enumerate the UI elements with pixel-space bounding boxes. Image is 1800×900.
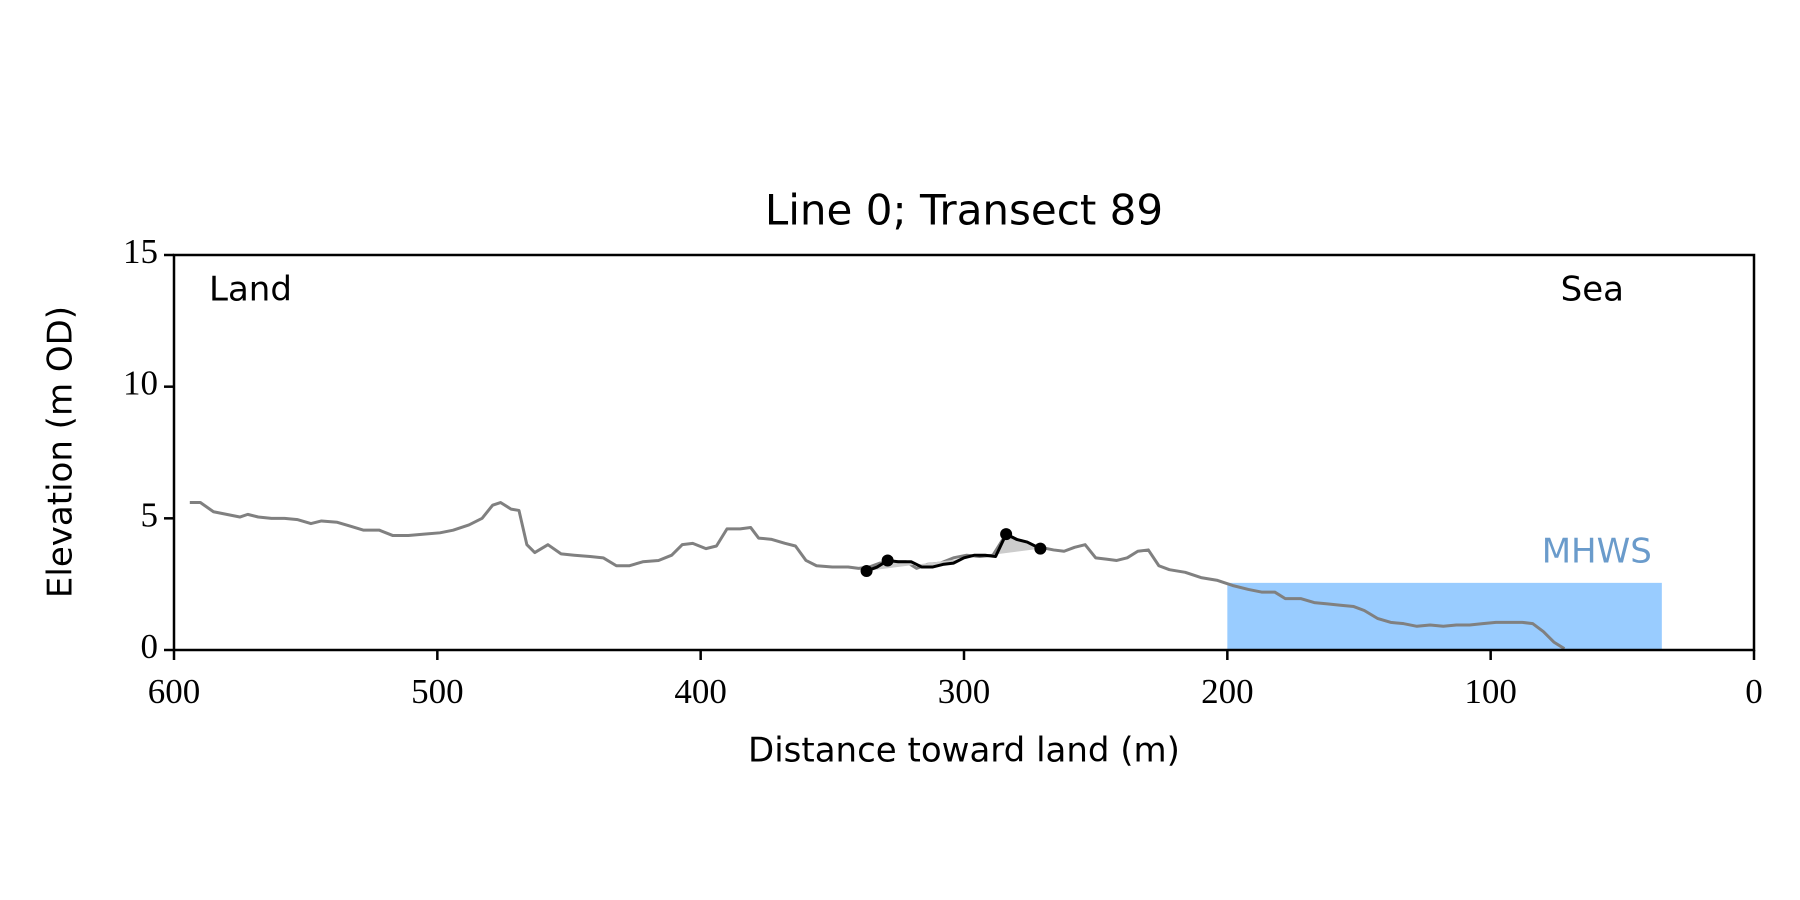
x-tick-label: 200 xyxy=(1201,672,1254,711)
y-tick-label: 15 xyxy=(123,232,158,271)
x-tick-label: 100 xyxy=(1464,672,1517,711)
mhws-area xyxy=(1227,582,1662,650)
x-tick-label: 600 xyxy=(148,672,201,711)
point xyxy=(1034,542,1047,555)
y-tick-label: 0 xyxy=(141,627,159,666)
point xyxy=(881,554,894,567)
x-tick-label: 500 xyxy=(411,672,464,711)
y-tick-label: 10 xyxy=(123,364,158,403)
x-tick-label: 300 xyxy=(938,672,991,711)
point xyxy=(860,565,873,577)
point xyxy=(1000,528,1013,541)
x-tick-label: 400 xyxy=(674,672,727,711)
mhws-label: MHWS xyxy=(1542,531,1652,571)
y-axis-label: Elevation (m OD) xyxy=(41,306,81,598)
x-tick-label: 0 xyxy=(1745,672,1763,711)
annotation: Land xyxy=(209,270,292,310)
annotation: Sea xyxy=(1561,270,1624,310)
x-axis-label: Distance toward land (m) xyxy=(748,731,1180,771)
chart-title: Line 0; Transect 89 xyxy=(765,186,1163,235)
y-tick-label: 5 xyxy=(141,495,159,534)
profile-line xyxy=(189,501,1566,650)
